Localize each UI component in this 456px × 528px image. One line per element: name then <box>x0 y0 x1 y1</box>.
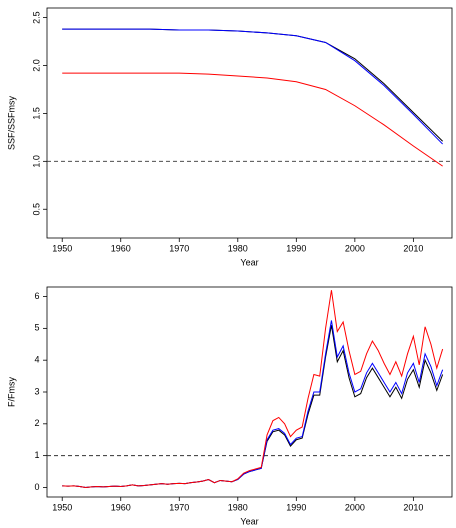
x-tick-label: 1950 <box>52 243 72 253</box>
x-axis-label: Year <box>240 257 258 267</box>
y-axis-label: F/Fmsy <box>6 377 16 407</box>
series-line <box>62 28 443 145</box>
y-tick-label: 0.5 <box>31 203 41 216</box>
y-tick-label: 3 <box>34 386 39 396</box>
y-tick-label: 5 <box>34 323 39 333</box>
x-tick-label: 1970 <box>169 502 189 512</box>
x-tick-label: 1960 <box>111 502 131 512</box>
x-tick-label: 2000 <box>345 502 365 512</box>
y-tick-label: 2 <box>34 418 39 428</box>
y-tick-label: 1.0 <box>31 155 41 168</box>
series-line <box>62 320 444 488</box>
series-line <box>62 290 444 488</box>
x-tick-label: 1990 <box>286 502 306 512</box>
x-tick-label: 1960 <box>111 243 131 253</box>
plot-frame <box>46 7 453 239</box>
x-tick-label: 2010 <box>403 502 423 512</box>
series-line <box>62 28 443 142</box>
plot-frame <box>46 286 453 498</box>
y-tick-label: 6 <box>34 291 39 301</box>
y-tick-label: 2.5 <box>31 11 41 24</box>
x-axis-label: Year <box>240 516 258 526</box>
x-tick-label: 1980 <box>228 502 248 512</box>
x-tick-label: 2000 <box>345 243 365 253</box>
y-tick-label: 0 <box>34 482 39 492</box>
x-tick-label: 1990 <box>286 243 306 253</box>
series-line <box>62 72 443 167</box>
y-tick-label: 2.0 <box>31 59 41 72</box>
y-tick-label: 1.5 <box>31 107 41 120</box>
y-tick-label: 1 <box>34 450 39 460</box>
x-tick-label: 1950 <box>52 502 72 512</box>
x-tick-label: 1980 <box>228 243 248 253</box>
series-line <box>62 325 444 488</box>
x-tick-label: 2010 <box>403 243 423 253</box>
x-tick-label: 1970 <box>169 243 189 253</box>
y-axis-label: SSF/SSFmsy <box>6 96 16 151</box>
y-tick-label: 4 <box>34 355 39 365</box>
